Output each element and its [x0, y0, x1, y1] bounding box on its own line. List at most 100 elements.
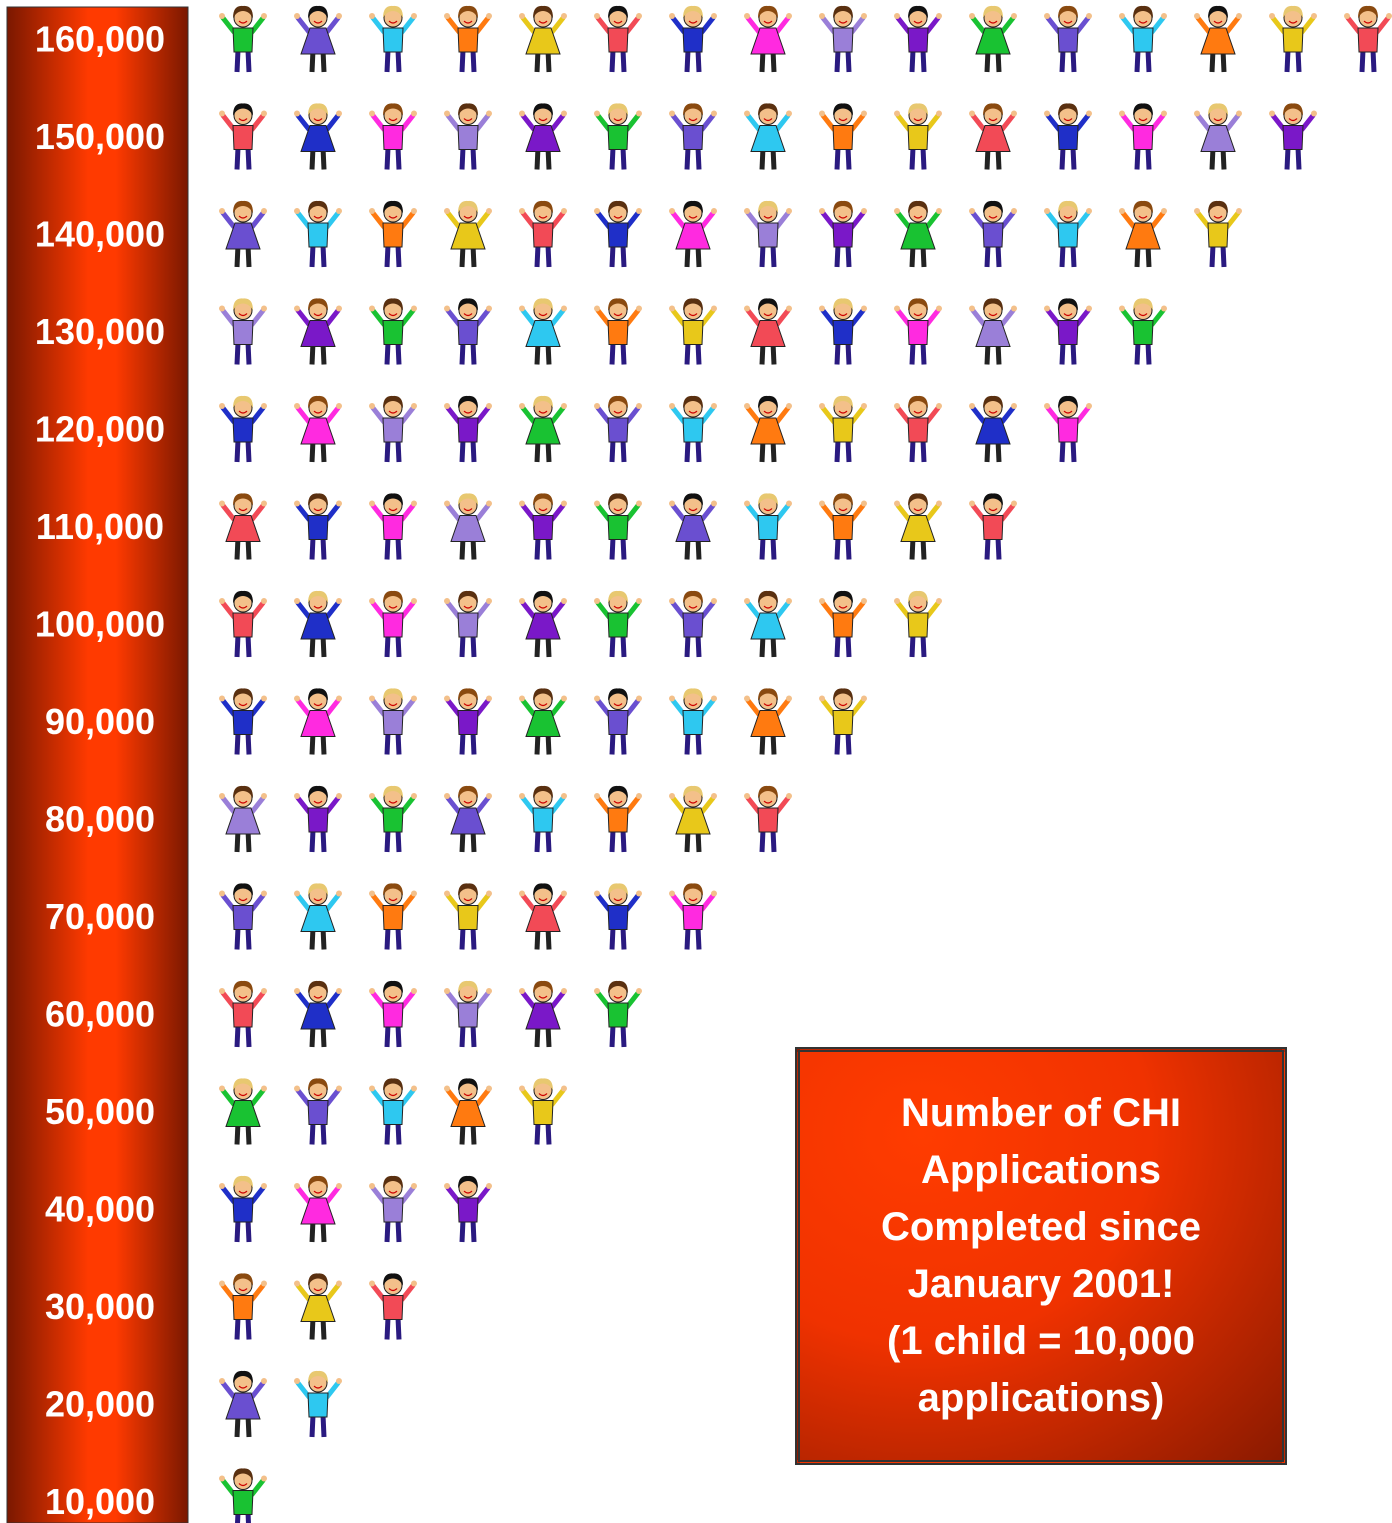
- child-icon: [744, 103, 792, 169]
- body: [1283, 126, 1303, 150]
- child-icon: [744, 493, 792, 559]
- hand: [1161, 111, 1167, 117]
- leg: [837, 635, 838, 657]
- leg: [473, 733, 474, 755]
- arm: [777, 116, 788, 130]
- child-icon: [1119, 201, 1167, 267]
- body: [233, 321, 253, 345]
- hand: [1194, 208, 1200, 214]
- hand: [261, 1476, 267, 1482]
- child-icon: [744, 6, 792, 72]
- arm: [1152, 116, 1163, 130]
- hand: [1086, 208, 1092, 214]
- child-icon: [819, 493, 867, 559]
- child-icon: [219, 688, 267, 754]
- hand: [786, 208, 792, 214]
- arm: [552, 506, 563, 520]
- hand: [561, 501, 567, 507]
- hand: [369, 891, 375, 897]
- hand: [636, 598, 642, 604]
- hand: [369, 13, 375, 19]
- body: [383, 223, 403, 247]
- hand: [411, 793, 417, 799]
- child-icon: [894, 396, 942, 462]
- arm: [223, 1286, 234, 1300]
- arm: [223, 603, 234, 617]
- child-icon: [519, 493, 567, 559]
- hand: [444, 988, 450, 994]
- arm: [373, 603, 384, 617]
- hand: [336, 793, 342, 799]
- arm: [1077, 213, 1088, 227]
- body: [533, 1101, 553, 1125]
- leg: [612, 1025, 613, 1047]
- hand: [219, 1281, 225, 1287]
- leg: [462, 635, 463, 657]
- leg: [623, 245, 624, 267]
- arm: [552, 116, 563, 130]
- child-icon: [219, 1273, 267, 1339]
- arm: [373, 993, 384, 1007]
- hand: [744, 598, 750, 604]
- arm: [252, 18, 263, 32]
- hand: [561, 306, 567, 312]
- hand: [219, 1086, 225, 1092]
- hand: [444, 111, 450, 117]
- leg: [248, 1025, 249, 1047]
- arm: [402, 701, 413, 715]
- arm: [327, 603, 338, 617]
- leg: [998, 245, 999, 267]
- arm: [223, 1481, 234, 1495]
- hand: [1386, 13, 1392, 19]
- leg: [912, 148, 913, 170]
- arm: [852, 603, 863, 617]
- leg: [1287, 148, 1288, 170]
- hand: [894, 306, 900, 312]
- hand: [294, 1086, 300, 1092]
- hand: [936, 598, 942, 604]
- arm: [402, 798, 413, 812]
- arm: [523, 213, 534, 227]
- arm: [598, 408, 609, 422]
- hand: [786, 598, 792, 604]
- leg: [698, 928, 699, 950]
- leg: [462, 440, 463, 462]
- arm: [598, 896, 609, 910]
- arm: [927, 213, 938, 227]
- arm: [373, 896, 384, 910]
- leg: [998, 538, 999, 560]
- leg: [773, 538, 774, 560]
- hand: [1011, 13, 1017, 19]
- hand: [744, 208, 750, 214]
- arm: [448, 18, 459, 32]
- leg: [687, 148, 688, 170]
- arm: [552, 408, 563, 422]
- leg: [612, 635, 613, 657]
- leg: [1148, 50, 1149, 72]
- leg: [237, 440, 238, 462]
- hand: [219, 208, 225, 214]
- body: [983, 516, 1003, 540]
- leg: [312, 245, 313, 267]
- child-icon: [744, 298, 792, 364]
- leg: [398, 1123, 399, 1145]
- leg: [698, 343, 699, 365]
- arm: [223, 311, 234, 325]
- child-icon: [219, 1468, 267, 1523]
- row-label: 40,000: [45, 1189, 155, 1230]
- leg: [912, 50, 913, 72]
- leg: [237, 733, 238, 755]
- arm: [523, 408, 534, 422]
- hand: [711, 891, 717, 897]
- hand: [486, 13, 492, 19]
- child-icon: [1044, 6, 1092, 72]
- child-icon: [294, 786, 342, 852]
- leg: [923, 440, 924, 462]
- arm: [627, 116, 638, 130]
- leg: [248, 1318, 249, 1340]
- leg: [762, 538, 763, 560]
- child-icon: [519, 591, 567, 657]
- arm: [1227, 18, 1238, 32]
- hand: [594, 598, 600, 604]
- arm: [523, 993, 534, 1007]
